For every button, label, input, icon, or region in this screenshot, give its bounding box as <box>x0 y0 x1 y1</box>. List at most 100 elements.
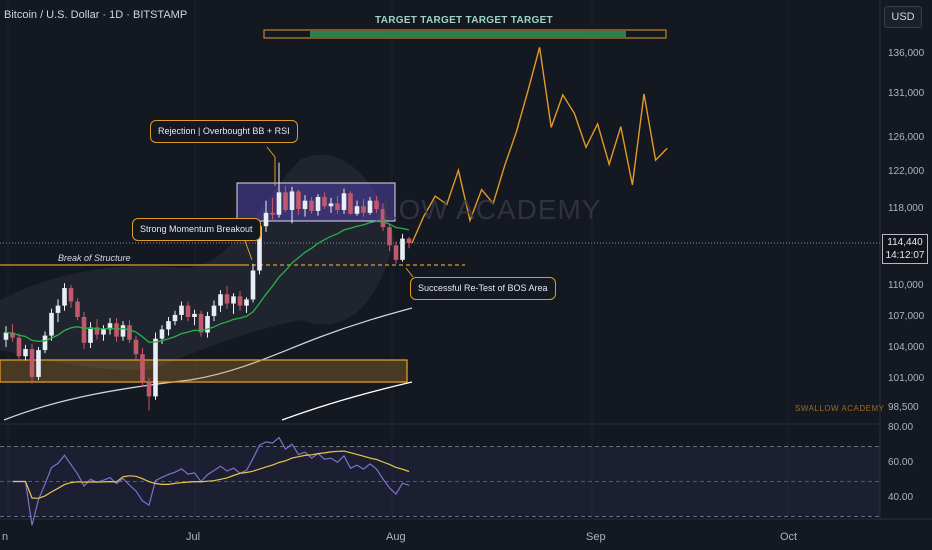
candle-body <box>263 212 269 227</box>
candle-body <box>250 270 256 300</box>
candle-body <box>42 335 48 351</box>
watermark-small: SWALLOW ACADEMY <box>795 404 885 413</box>
rsi-line <box>12 436 410 526</box>
time-tick: Aug <box>386 531 406 543</box>
candle-body <box>140 354 145 382</box>
momentum-callout[interactable]: Strong Momentum Breakout <box>132 218 261 241</box>
price-tick: 104,000 <box>888 342 925 353</box>
price-tick: 98,500 <box>888 402 919 413</box>
candle-body <box>309 200 314 211</box>
candle-body <box>159 329 165 339</box>
candle-body <box>3 332 9 340</box>
candle-body <box>75 301 80 317</box>
candle-body <box>185 305 191 317</box>
target-zone <box>263 29 667 39</box>
time-tick: Jul <box>186 531 201 543</box>
bos-demand-zone <box>0 359 408 383</box>
candle-body <box>192 313 197 317</box>
candle-body <box>237 296 243 306</box>
candle-body <box>10 332 15 338</box>
candle-body <box>270 212 275 215</box>
candle-body <box>107 323 113 330</box>
candle-body <box>341 193 347 210</box>
ma-200-line <box>3 307 413 421</box>
price-tick: 122,000 <box>888 166 925 177</box>
time-tick: Sep <box>586 531 606 543</box>
candle-body <box>205 315 210 333</box>
candle-body <box>257 226 262 271</box>
bar-countdown: 14:12:07 <box>885 250 925 261</box>
candle-body <box>322 196 327 207</box>
candle-body <box>302 200 308 209</box>
ema-line <box>5 220 410 343</box>
candle-body <box>335 203 340 210</box>
candle-body <box>55 305 61 313</box>
candle-body <box>101 329 106 335</box>
rejection-callout[interactable]: Rejection | Overbought BB + RSI <box>150 120 298 143</box>
candle-body <box>198 313 204 333</box>
price-tick: 101,000 <box>888 373 925 384</box>
rsi-tick: 40.00 <box>888 492 914 503</box>
rsi-tick: 80.00 <box>888 422 914 433</box>
candle-body <box>387 227 392 246</box>
watermark: LOW ACADEMY <box>382 194 602 225</box>
candle-body <box>276 192 282 215</box>
candle-body <box>146 381 152 397</box>
candle-body <box>16 337 22 357</box>
price-tick: 110,000 <box>888 280 924 291</box>
projection-path <box>411 47 668 244</box>
candle-body <box>315 196 321 211</box>
price-tick: 118,000 <box>888 203 924 214</box>
target-zone-fill <box>310 31 626 37</box>
candle-body <box>231 296 236 304</box>
rsi-ma-line <box>12 450 410 499</box>
candle-body <box>133 339 139 355</box>
candle-body <box>367 200 373 213</box>
candle-body <box>224 294 230 304</box>
candle-body <box>179 305 184 315</box>
price-tick: 126,000 <box>888 132 925 143</box>
time-tick: n <box>2 531 9 543</box>
candle-body <box>29 349 35 377</box>
candle-body <box>120 325 126 337</box>
time-tick: Oct <box>780 531 798 543</box>
candle-body <box>49 312 54 336</box>
retest-callout[interactable]: Successful Re-Test of BOS Area <box>410 277 556 300</box>
candle-body <box>374 200 379 209</box>
candle-body <box>296 191 301 209</box>
candle-body <box>289 191 295 210</box>
candle-body <box>172 314 178 322</box>
candle-body <box>380 209 386 228</box>
candle-body <box>218 294 223 306</box>
candle-body <box>244 299 249 306</box>
price-tick: 107,000 <box>888 311 925 322</box>
target-label: TARGET TARGET TARGET TARGET <box>375 15 553 26</box>
price-tick: 136,000 <box>888 48 925 59</box>
currency-button[interactable]: USD <box>884 6 922 28</box>
candle-body <box>354 206 360 214</box>
last-price-value: 114,440 <box>887 237 923 248</box>
bos-label: Break of Structure <box>58 253 131 263</box>
candle-body <box>400 238 405 260</box>
candle-body <box>393 245 399 260</box>
candle-body <box>36 350 41 377</box>
candle-body <box>361 206 366 213</box>
price-tick: 131,000 <box>888 88 925 99</box>
candle-body <box>114 323 119 337</box>
symbol-title: Bitcoin / U.S. Dollar · 1D · BITSTAMP <box>4 9 188 21</box>
candle-body <box>23 349 28 357</box>
ma-350-line <box>281 381 413 421</box>
rsi-tick: 60.00 <box>888 457 914 468</box>
candle-body <box>153 338 158 397</box>
candle-body <box>166 321 171 330</box>
candle-body <box>88 327 93 343</box>
candle-body <box>283 192 288 210</box>
retest-pointer <box>405 267 414 278</box>
candle-body <box>328 203 334 207</box>
candle-body <box>348 193 353 214</box>
candle-body <box>211 305 217 316</box>
candle-body <box>127 325 132 340</box>
rejection-pointer <box>266 146 276 186</box>
